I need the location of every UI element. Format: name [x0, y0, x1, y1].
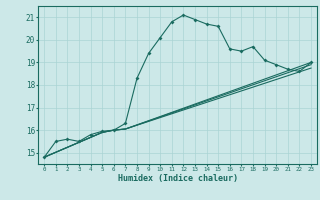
X-axis label: Humidex (Indice chaleur): Humidex (Indice chaleur) — [118, 174, 238, 183]
